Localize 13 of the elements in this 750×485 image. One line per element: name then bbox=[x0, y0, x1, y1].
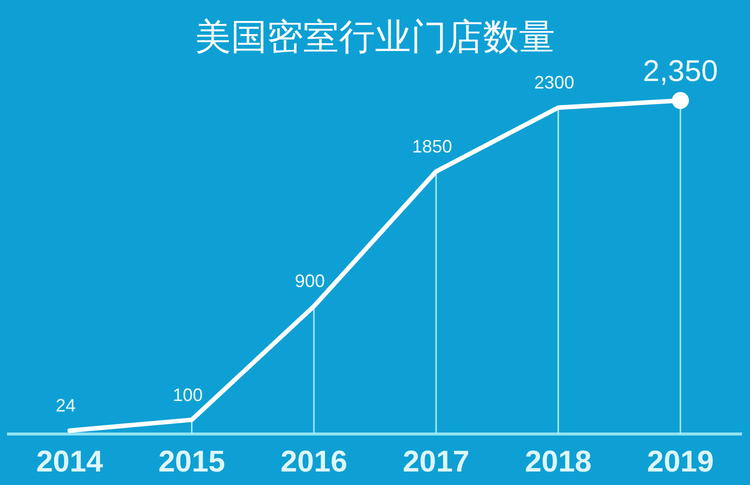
data-label: 900 bbox=[294, 271, 325, 292]
x-tick-label: 2015 bbox=[158, 445, 226, 478]
x-tick-label: 2014 bbox=[36, 445, 104, 478]
data-label: 2,350 bbox=[642, 54, 718, 88]
x-tick-label: 2018 bbox=[524, 445, 592, 478]
x-tick-label: 2017 bbox=[402, 445, 470, 478]
chart-title: 美国密室行业门店数量 bbox=[195, 16, 555, 58]
x-tick-label: 2016 bbox=[280, 445, 348, 478]
x-tick-label: 2019 bbox=[647, 445, 714, 478]
data-label: 1850 bbox=[412, 136, 452, 156]
data-label: 2300 bbox=[534, 72, 574, 93]
data-label: 24 bbox=[56, 396, 76, 416]
data-label: 100 bbox=[172, 384, 203, 405]
